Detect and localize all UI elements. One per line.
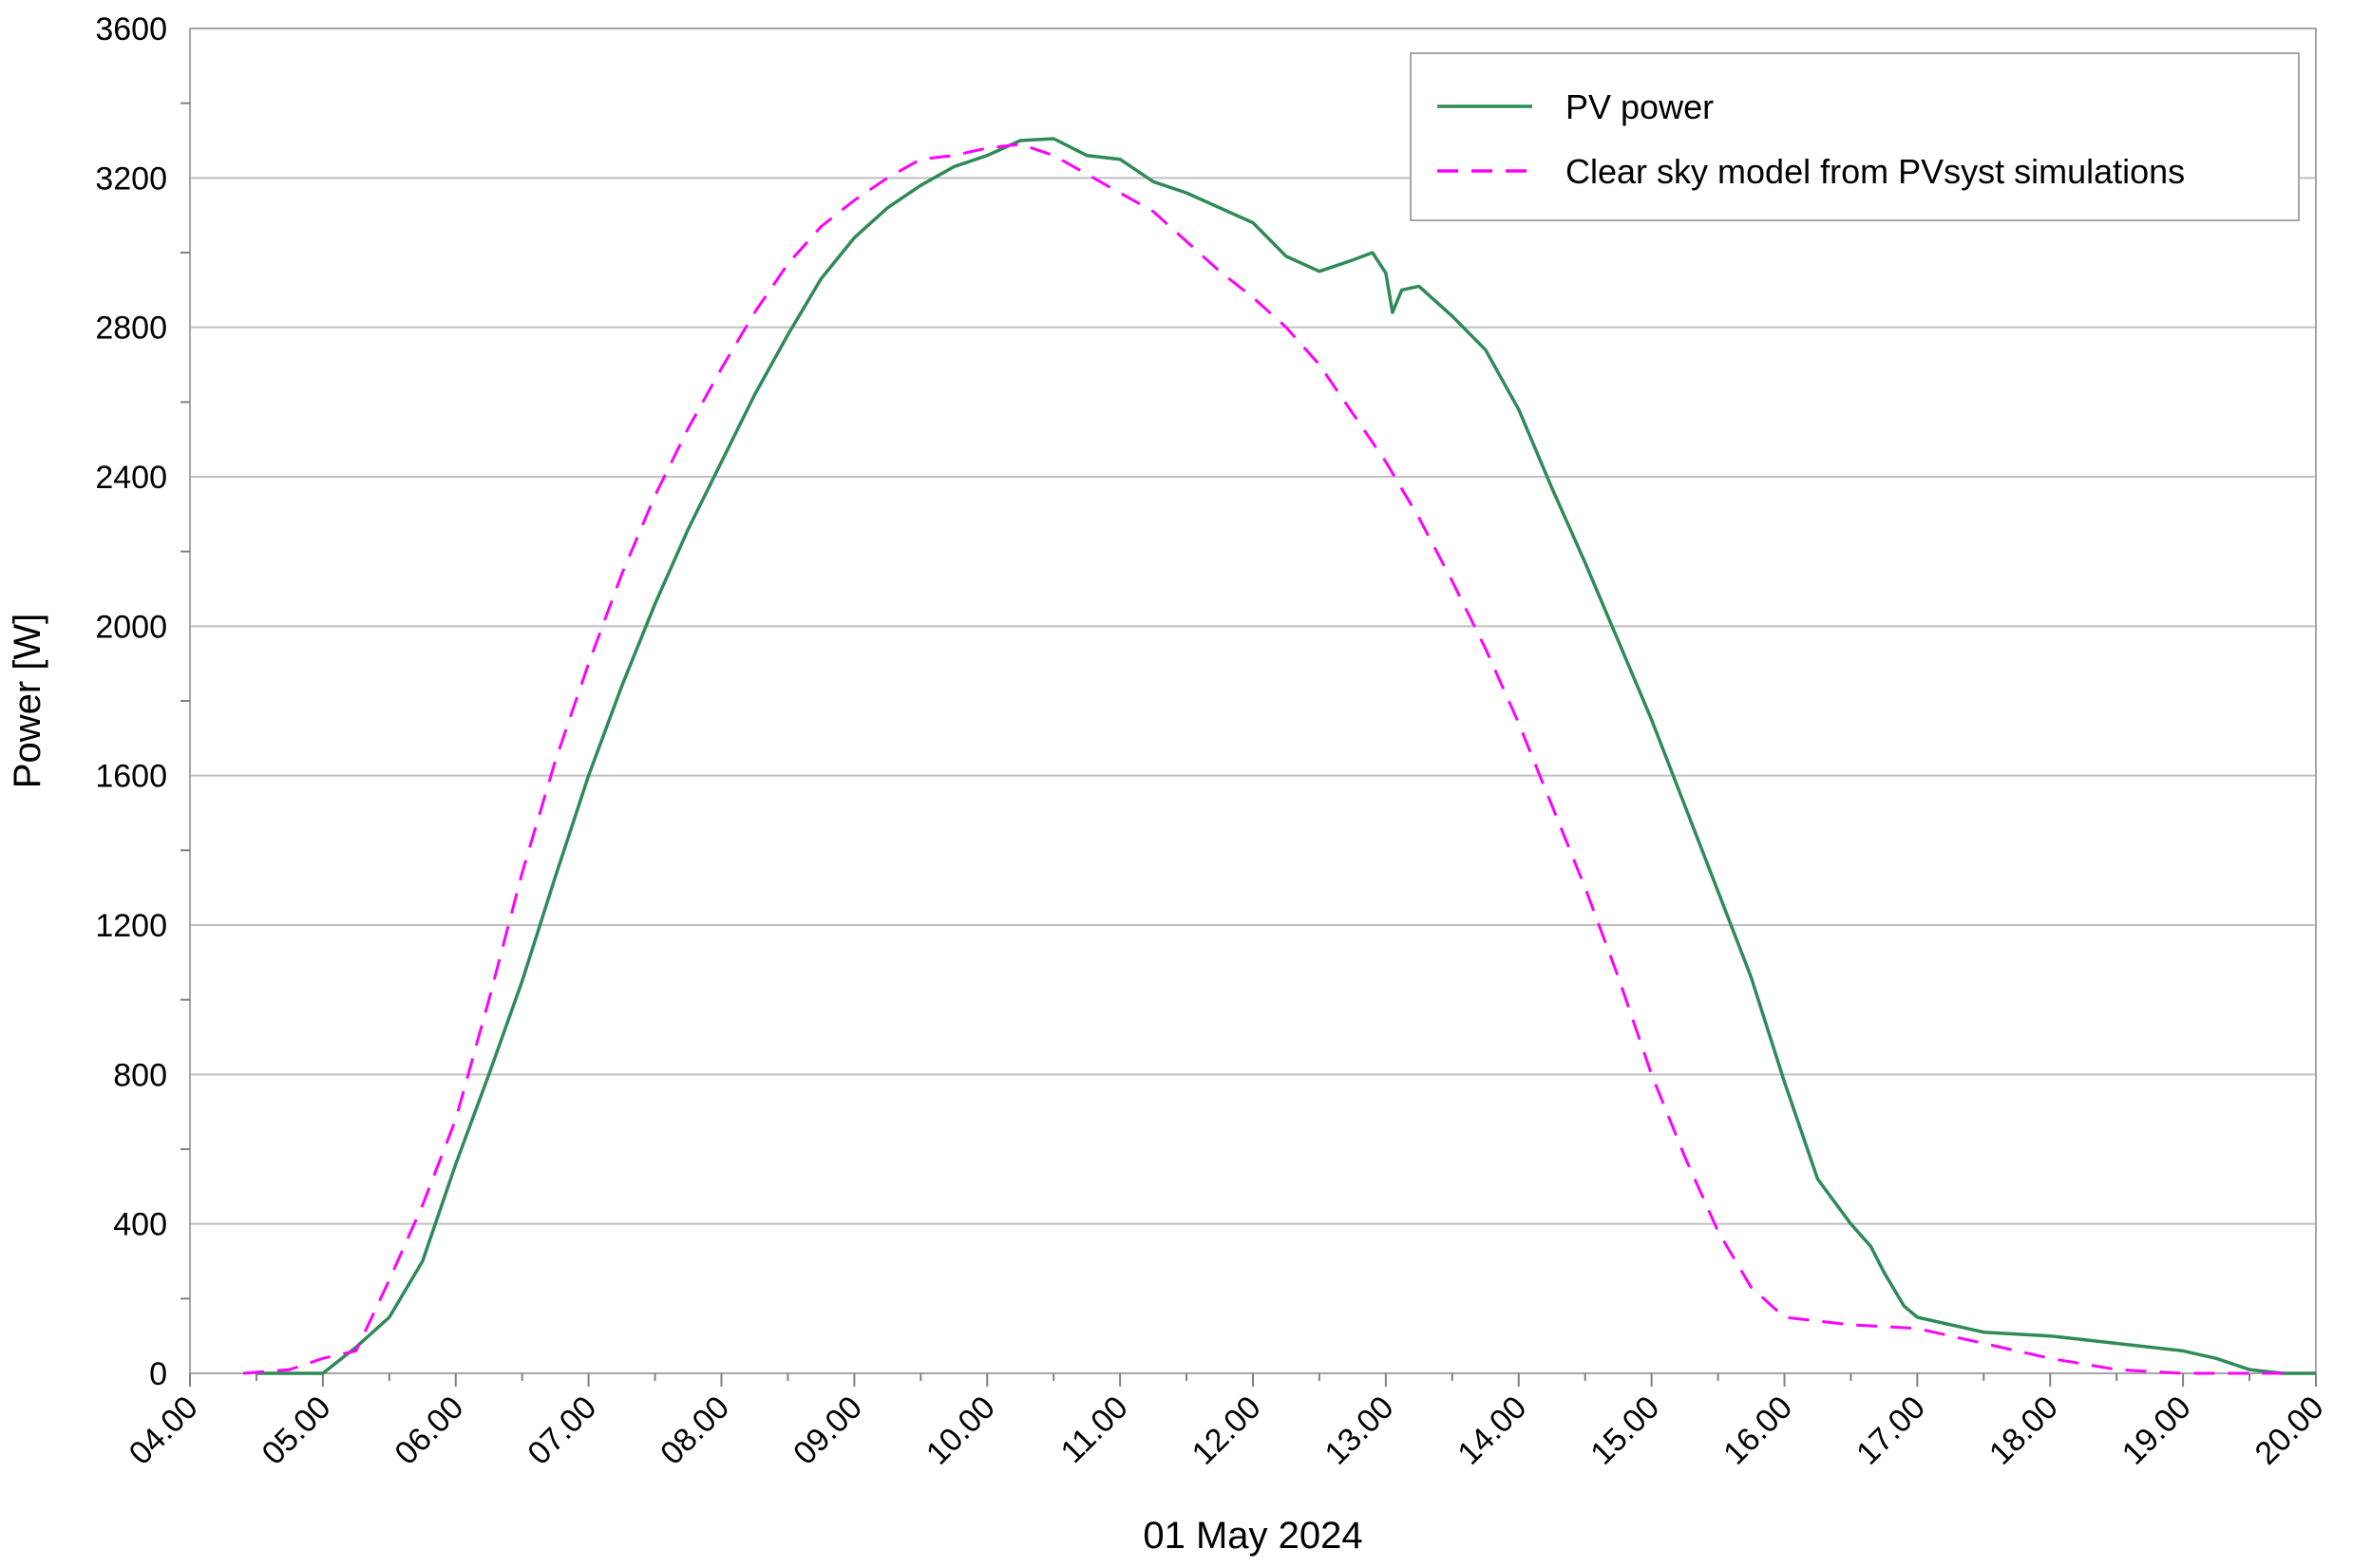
series-group: [242, 137, 2316, 1375]
legend: PV power Clear sky model from PVsyst simu…: [1410, 52, 2300, 221]
y-tick-label: 2800: [95, 311, 167, 347]
y-axis-title: Power [W]: [7, 614, 48, 788]
x-axis: 04.00 05.00 06.00 07.00 08.00 09.00 10.00 11.00…: [123, 1373, 2331, 1472]
y-tick-label: 3600: [95, 11, 167, 47]
x-tick-label: 16.00: [1717, 1389, 1799, 1472]
y-tick-label: 3200: [95, 161, 167, 197]
y-tick-label: 2400: [95, 460, 167, 496]
gridlines: [190, 177, 2316, 1225]
x-tick-label: 04.00: [123, 1389, 205, 1472]
x-tick-label: 15.00: [1584, 1389, 1666, 1472]
x-tick-label: 09.00: [787, 1389, 869, 1472]
y-tick-label: 1600: [95, 759, 167, 795]
x-tick-label: 20.00: [2248, 1389, 2331, 1472]
series-line-2: [242, 142, 2283, 1375]
x-tick-label: 06.00: [388, 1389, 470, 1472]
legend-box: [1410, 52, 2300, 221]
x-tick-label: 10.00: [920, 1389, 1002, 1472]
x-tick-label: 14.00: [1451, 1389, 1533, 1472]
x-tick-label: 19.00: [2115, 1389, 2198, 1472]
x-axis-title: 01 May 2024: [1143, 1515, 1362, 1557]
y-tick-label: 2000: [95, 609, 167, 645]
series-line-1: [256, 137, 2316, 1375]
plot-area-frame: [189, 28, 2317, 1374]
y-axis: 0 400 800 1200 1600 2000 2400 2800 3200 3600: [95, 11, 190, 1392]
x-tick-label: 07.00: [521, 1389, 603, 1472]
x-tick-label: 05.00: [255, 1389, 337, 1472]
x-tick-label: 12.00: [1186, 1389, 1268, 1472]
x-tick-label: 18.00: [1982, 1389, 2065, 1472]
legend-label-1: PV power: [1565, 87, 1714, 126]
y-tick-label: 1200: [95, 908, 167, 944]
x-tick-label: 11.00: [1054, 1389, 1135, 1470]
x-tick-label: 13.00: [1318, 1389, 1400, 1472]
y-tick-label: 400: [113, 1207, 167, 1243]
x-tick-label: 17.00: [1849, 1389, 1932, 1472]
y-tick-label: 0: [149, 1356, 167, 1392]
legend-label-2: Clear sky model from PVsyst simulations: [1565, 152, 2185, 191]
x-tick-label: 08.00: [654, 1389, 736, 1472]
y-tick-label: 800: [113, 1057, 167, 1093]
